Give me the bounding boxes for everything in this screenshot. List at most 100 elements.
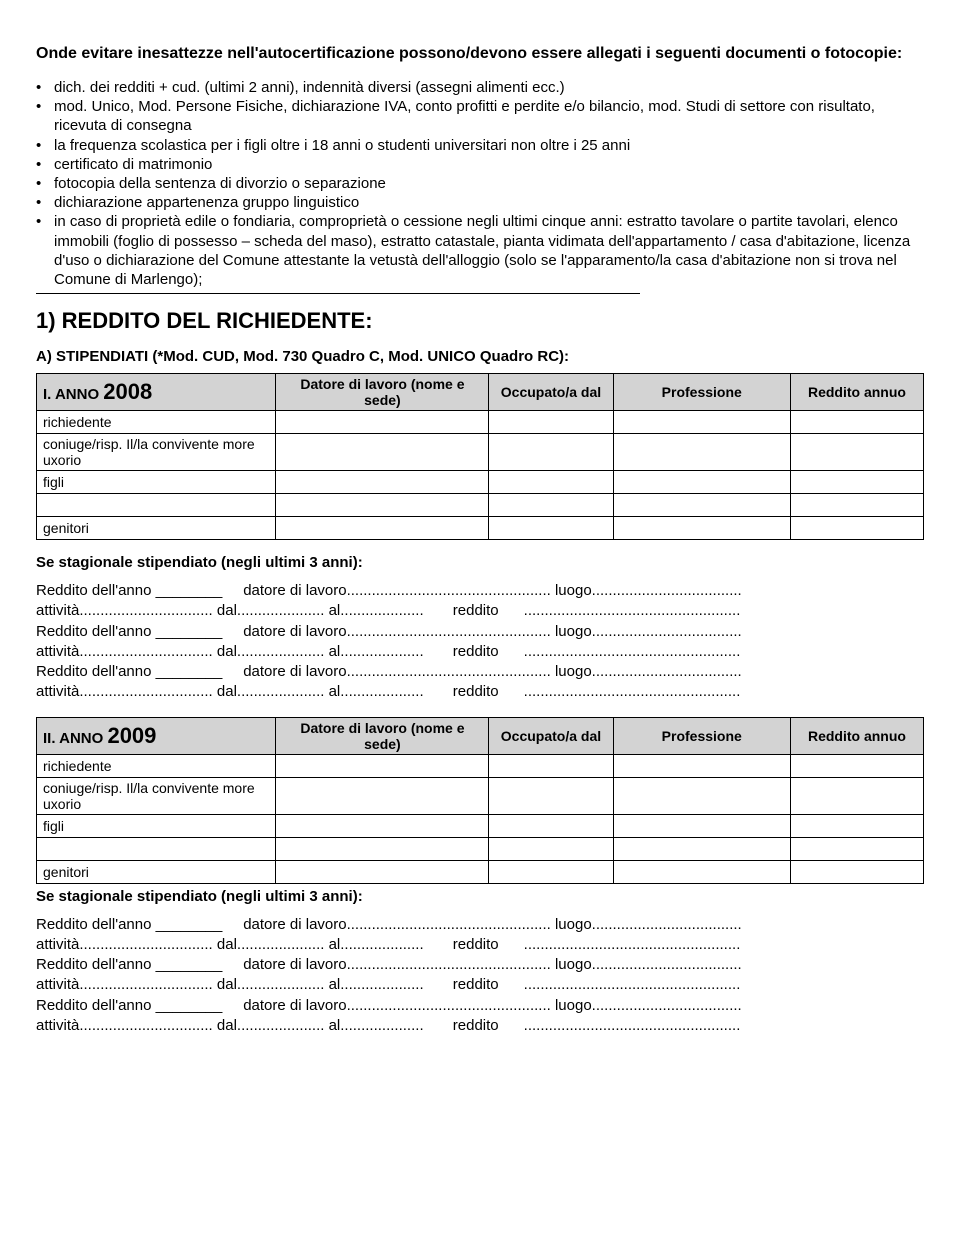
bullet-item: in caso di proprietà edile o fondiaria, … bbox=[36, 212, 924, 289]
page-container: Onde evitare inesattezze nell'autocertif… bbox=[0, 0, 960, 1086]
seasonal-block-1: Reddito dell'anno ________ datore di lav… bbox=[36, 581, 924, 703]
col-header-datore: Datore di lavoro (nome e sede) bbox=[276, 374, 489, 411]
row-label: coniuge/risp. Il/la convivente more uxor… bbox=[37, 434, 276, 471]
cell bbox=[790, 434, 923, 471]
cell bbox=[489, 434, 613, 471]
subheading-a: A) STIPENDIATI (*Mod. CUD, Mod. 730 Quad… bbox=[36, 348, 924, 365]
cell bbox=[790, 860, 923, 883]
cell bbox=[489, 494, 613, 517]
seasonal-heading: Se stagionale stipendiato (negli ultimi … bbox=[36, 888, 924, 905]
cell bbox=[613, 517, 790, 540]
row-label: figli bbox=[37, 814, 276, 837]
cell bbox=[276, 814, 489, 837]
fill-line: attività................................… bbox=[36, 601, 924, 621]
cell bbox=[489, 411, 613, 434]
col-header-reddito: Reddito annuo bbox=[790, 717, 923, 754]
cell bbox=[276, 754, 489, 777]
cell bbox=[790, 494, 923, 517]
bullet-item: fotocopia della sentenza di divorzio o s… bbox=[36, 174, 924, 193]
fill-line: Reddito dell'anno ________ datore di lav… bbox=[36, 955, 924, 975]
cell bbox=[489, 471, 613, 494]
cell bbox=[489, 860, 613, 883]
cell bbox=[613, 434, 790, 471]
table-row: richiedente bbox=[37, 754, 924, 777]
row-label: genitori bbox=[37, 860, 276, 883]
seasonal-block-2: Reddito dell'anno ________ datore di lav… bbox=[36, 915, 924, 1037]
fill-line: Reddito dell'anno ________ datore di lav… bbox=[36, 622, 924, 642]
col-header-reddito: Reddito annuo bbox=[790, 374, 923, 411]
cell bbox=[790, 517, 923, 540]
table-row: figli bbox=[37, 814, 924, 837]
cell bbox=[276, 517, 489, 540]
fill-line: attività................................… bbox=[36, 975, 924, 995]
cell bbox=[790, 754, 923, 777]
col-header-occupato: Occupato/a dal bbox=[489, 717, 613, 754]
table-year-cell: I. ANNO 2008 bbox=[37, 374, 276, 411]
row-label: figli bbox=[37, 471, 276, 494]
cell bbox=[276, 494, 489, 517]
table-anno-2009: II. ANNO 2009 Datore di lavoro (nome e s… bbox=[36, 717, 924, 884]
row-label: richiedente bbox=[37, 754, 276, 777]
cell bbox=[613, 837, 790, 860]
table-row: coniuge/risp. Il/la convivente more uxor… bbox=[37, 777, 924, 814]
table-row: figli bbox=[37, 471, 924, 494]
cell bbox=[489, 814, 613, 837]
bullet-item: dichiarazione appartenenza gruppo lingui… bbox=[36, 193, 924, 212]
year-prefix: I. ANNO bbox=[43, 386, 103, 403]
row-label: richiedente bbox=[37, 411, 276, 434]
col-header-professione: Professione bbox=[613, 717, 790, 754]
year-prefix: II. ANNO bbox=[43, 730, 107, 747]
cell bbox=[489, 754, 613, 777]
cell bbox=[790, 777, 923, 814]
seasonal-heading: Se stagionale stipendiato (negli ultimi … bbox=[36, 554, 924, 571]
row-label: coniuge/risp. Il/la convivente more uxor… bbox=[37, 777, 276, 814]
fill-line: attività................................… bbox=[36, 682, 924, 702]
fill-line: attività................................… bbox=[36, 1016, 924, 1036]
cell bbox=[489, 837, 613, 860]
cell bbox=[613, 814, 790, 837]
col-header-occupato: Occupato/a dal bbox=[489, 374, 613, 411]
cell bbox=[276, 860, 489, 883]
cell bbox=[489, 777, 613, 814]
table-row bbox=[37, 837, 924, 860]
table-row bbox=[37, 494, 924, 517]
cell bbox=[489, 517, 613, 540]
cell bbox=[790, 411, 923, 434]
cell bbox=[276, 411, 489, 434]
bullet-item: dich. dei redditi + cud. (ultimi 2 anni)… bbox=[36, 78, 924, 97]
fill-line: Reddito dell'anno ________ datore di lav… bbox=[36, 915, 924, 935]
bullet-item: certificato di matrimonio bbox=[36, 155, 924, 174]
fill-line: attività................................… bbox=[36, 935, 924, 955]
fill-line: Reddito dell'anno ________ datore di lav… bbox=[36, 581, 924, 601]
year-value: 2009 bbox=[107, 723, 156, 748]
section-heading: 1) REDDITO DEL RICHIEDENTE: bbox=[36, 308, 924, 334]
fill-line: attività................................… bbox=[36, 642, 924, 662]
cell bbox=[276, 471, 489, 494]
cell bbox=[613, 411, 790, 434]
table-anno-2008: I. ANNO 2008 Datore di lavoro (nome e se… bbox=[36, 373, 924, 540]
row-label bbox=[37, 494, 276, 517]
cell bbox=[790, 837, 923, 860]
col-header-professione: Professione bbox=[613, 374, 790, 411]
year-value: 2008 bbox=[103, 379, 152, 404]
cell bbox=[790, 814, 923, 837]
table-header-row: II. ANNO 2009 Datore di lavoro (nome e s… bbox=[37, 717, 924, 754]
table-row: genitori bbox=[37, 517, 924, 540]
intro-paragraph: Onde evitare inesattezze nell'autocertif… bbox=[36, 44, 924, 64]
table-year-cell: II. ANNO 2009 bbox=[37, 717, 276, 754]
table-row: richiedente bbox=[37, 411, 924, 434]
bullet-list: dich. dei redditi + cud. (ultimi 2 anni)… bbox=[36, 78, 924, 289]
fill-line: Reddito dell'anno ________ datore di lav… bbox=[36, 996, 924, 1016]
row-label bbox=[37, 837, 276, 860]
table-row: genitori bbox=[37, 860, 924, 883]
row-label: genitori bbox=[37, 517, 276, 540]
cell bbox=[276, 837, 489, 860]
cell bbox=[276, 777, 489, 814]
cell bbox=[276, 434, 489, 471]
cell bbox=[613, 860, 790, 883]
cell bbox=[613, 471, 790, 494]
table-header-row: I. ANNO 2008 Datore di lavoro (nome e se… bbox=[37, 374, 924, 411]
table-row: coniuge/risp. Il/la convivente more uxor… bbox=[37, 434, 924, 471]
cell bbox=[790, 471, 923, 494]
cell bbox=[613, 777, 790, 814]
